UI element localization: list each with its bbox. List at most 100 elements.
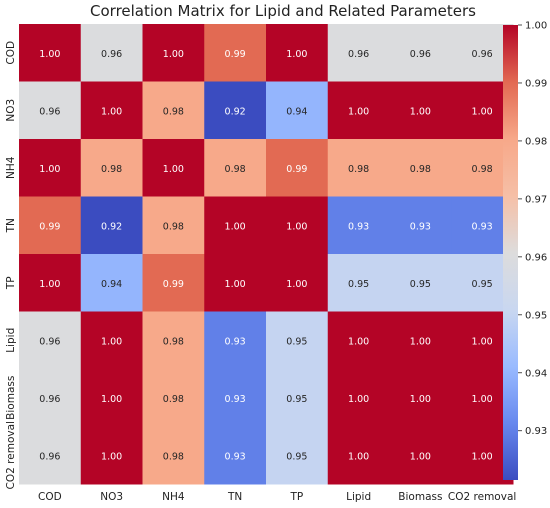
colorbar-tick-labels: 1.00 0.99 0.98 0.97 0.96 0.95 0.94 0.93	[518, 21, 547, 437]
heatmap-cell-value: 1.00	[39, 164, 60, 175]
heatmap-cell	[19, 426, 82, 485]
heatmap-cell	[204, 24, 267, 82]
heatmap-cell	[389, 24, 452, 82]
heatmap-cell	[142, 139, 205, 197]
heatmap-cell-value: 0.96	[348, 49, 369, 60]
heatmap-cell-value: 0.95	[286, 394, 307, 405]
heatmap-cell-value: 1.00	[101, 336, 122, 347]
heatmap-cell-value: 0.96	[39, 336, 60, 347]
heatmap-cell-value: 1.00	[410, 106, 431, 117]
heatmap-cell	[142, 81, 205, 140]
heatmap-cell	[327, 311, 390, 370]
heatmap-cell-value: 0.93	[225, 451, 246, 462]
heatmap-cell	[327, 81, 390, 140]
heatmap-cell	[266, 196, 329, 255]
heatmap-cell-value: 1.00	[410, 394, 431, 405]
heatmap-cell	[389, 369, 452, 427]
heatmap-cell-value: 0.98	[101, 164, 122, 175]
heatmap-cell	[142, 426, 205, 485]
heatmap-cell	[266, 24, 329, 82]
heatmap-cell-value: 0.98	[410, 164, 431, 175]
heatmap-cell	[204, 81, 267, 140]
heatmap-cells	[19, 24, 514, 485]
heatmap-cell-value: 1.00	[225, 279, 246, 290]
heatmap-cell	[142, 254, 205, 312]
heatmap-cell	[19, 311, 82, 370]
heatmap-cell-value: 0.93	[225, 394, 246, 405]
heatmap-cell-value: 0.96	[472, 49, 493, 60]
heatmap-cell-value: 0.98	[163, 394, 184, 405]
heatmap-cell-value: 0.98	[348, 164, 369, 175]
heatmap-cell-value: 1.00	[348, 451, 369, 462]
heatmap-cell-value: 0.96	[101, 49, 122, 60]
heatmap-cell-value: 0.98	[225, 164, 246, 175]
x-tick-label: Lipid	[346, 491, 371, 503]
heatmap-cell-value: 0.92	[225, 106, 246, 117]
heatmap-cell	[266, 81, 329, 140]
heatmap-cell-value: 0.93	[225, 336, 246, 347]
heatmap-cell	[327, 426, 390, 485]
colorbar	[503, 25, 518, 480]
heatmap-cell	[327, 196, 390, 255]
heatmap-cell	[80, 426, 143, 485]
y-tick-label: CO2 removal	[5, 421, 17, 489]
heatmap-cell	[389, 311, 452, 370]
heatmap-cell	[142, 369, 205, 427]
colorbar-tick-label: 0.97	[525, 194, 547, 205]
x-tick-label: TN	[227, 491, 242, 503]
heatmap-cell	[266, 311, 329, 370]
heatmap-cell-value: 1.00	[472, 336, 493, 347]
heatmap-cell-value: 1.00	[101, 394, 122, 405]
heatmap-cell-value: 0.98	[163, 336, 184, 347]
colorbar-tick-label: 1.00	[525, 21, 547, 32]
heatmap-cell	[204, 311, 267, 370]
heatmap-cell-value: 0.96	[39, 394, 60, 405]
heatmap-cell-labels: 1.00 0.96 1.00 0.99 1.00 0.96 0.96 0.96 0.96 1.00…	[39, 49, 492, 463]
heatmap-cell	[389, 139, 452, 197]
heatmap-cell-value: 1.00	[472, 394, 493, 405]
heatmap-cell-value: 0.95	[286, 336, 307, 347]
heatmap-cell	[327, 24, 390, 82]
x-tick-label: CO2 removal	[448, 491, 516, 503]
heatmap-cell-value: 0.98	[163, 451, 184, 462]
heatmap-cell-value: 1.00	[225, 221, 246, 232]
heatmap-cell	[389, 196, 452, 255]
x-tick-label: COD	[38, 491, 62, 503]
heatmap-cell	[80, 311, 143, 370]
heatmap-cell-value: 1.00	[286, 279, 307, 290]
heatmap-cell-value: 1.00	[163, 49, 184, 60]
heatmap-cell	[142, 311, 205, 370]
heatmap-cell	[80, 196, 143, 255]
heatmap-cell	[80, 81, 143, 140]
heatmap-cell	[19, 139, 82, 197]
heatmap-cell-value: 1.00	[472, 106, 493, 117]
colorbar-tick-label: 0.98	[525, 136, 547, 147]
heatmap-cell-value: 0.99	[163, 279, 184, 290]
heatmap-cell-value: 0.98	[472, 164, 493, 175]
heatmap-cell-value: 1.00	[39, 279, 60, 290]
heatmap-cell	[19, 254, 82, 312]
heatmap-cell	[389, 426, 452, 485]
heatmap-cell	[204, 426, 267, 485]
heatmap-cell	[19, 196, 82, 255]
heatmap-cell	[19, 369, 82, 427]
heatmap-cell-value: 0.96	[39, 451, 60, 462]
heatmap-cell	[142, 196, 205, 255]
heatmap-cell	[266, 254, 329, 312]
heatmap-cell-value: 0.96	[410, 49, 431, 60]
heatmap-cell	[389, 254, 452, 312]
heatmap-cell-value: 1.00	[101, 451, 122, 462]
heatmap-cell-value: 0.98	[163, 106, 184, 117]
heatmap-cell-value: 0.93	[348, 221, 369, 232]
heatmap-cell-value: 0.95	[348, 279, 369, 290]
heatmap-cell-value: 1.00	[348, 106, 369, 117]
y-tick-label: Lipid	[5, 328, 17, 353]
colorbar-tick-label: 0.99	[525, 78, 547, 89]
heatmap-cell	[204, 254, 267, 312]
x-tick-label: TP	[290, 491, 304, 503]
heatmap-cell-value: 0.95	[410, 279, 431, 290]
heatmap-cell	[80, 139, 143, 197]
heatmap-cell-value: 0.99	[286, 164, 307, 175]
colorbar-tick-label: 0.94	[525, 368, 547, 379]
y-tick-label: Biomass	[5, 376, 17, 420]
